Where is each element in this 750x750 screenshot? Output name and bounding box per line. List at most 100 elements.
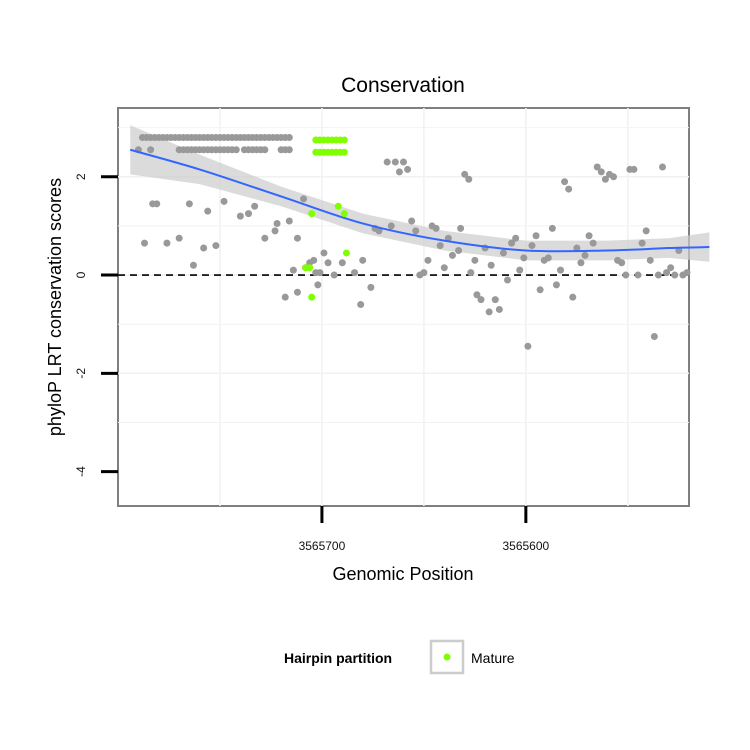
background-point [412, 227, 420, 235]
background-point [495, 305, 503, 313]
background-point [400, 158, 407, 166]
background-point [359, 256, 367, 264]
background-point [285, 217, 293, 225]
background-point [448, 251, 456, 259]
mature-point [340, 136, 348, 144]
background-point [141, 239, 149, 247]
background-point [404, 165, 412, 173]
x-axis: 3565700 3565600 [299, 506, 550, 553]
background-point [585, 232, 593, 240]
background-point [147, 146, 155, 154]
background-point [557, 266, 565, 274]
background-point [261, 146, 269, 154]
background-point [316, 269, 324, 277]
background-point [444, 234, 452, 242]
background-point [593, 163, 601, 171]
background-point [232, 146, 240, 154]
chart-title: Conservation [341, 74, 465, 97]
background-point [536, 286, 544, 294]
background-point [610, 173, 618, 181]
background-point [281, 293, 289, 301]
background-point [465, 175, 473, 183]
smooth-trend-line [129, 148, 710, 253]
background-point [654, 271, 662, 279]
background-point [367, 283, 375, 291]
background-point [175, 234, 183, 242]
background-point [597, 168, 605, 176]
background-point [314, 281, 322, 289]
background-point [589, 239, 597, 247]
mature-point [308, 210, 316, 218]
legend-key-mature-point [443, 653, 451, 661]
background-point [499, 249, 507, 257]
background-point [573, 244, 581, 252]
background-point [487, 261, 495, 269]
background-point [424, 256, 432, 264]
background-point [671, 271, 679, 279]
background-point [485, 308, 493, 316]
background-point [471, 256, 479, 264]
background-point [569, 293, 577, 301]
background-point [455, 246, 463, 254]
background-point [650, 332, 658, 340]
background-point [245, 210, 253, 218]
background-point [261, 234, 269, 242]
background-point [351, 269, 359, 277]
legend-label-mature: Mature [471, 650, 515, 666]
background-point [300, 195, 308, 203]
background-point [383, 158, 391, 166]
background-point [581, 251, 589, 259]
legend: Hairpin partition Mature [284, 639, 515, 675]
background-point [273, 219, 281, 227]
background-point [601, 175, 609, 183]
mature-point [340, 210, 348, 218]
background-point [432, 224, 440, 232]
background-point [473, 291, 481, 299]
background-point [667, 264, 675, 272]
background-point [320, 249, 328, 257]
background-point [630, 165, 638, 173]
background-point [189, 261, 197, 269]
background-point [285, 146, 293, 154]
background-point [520, 254, 528, 262]
mature-point [340, 148, 348, 156]
background-point [220, 197, 228, 205]
background-point [561, 178, 569, 186]
background-point [634, 271, 642, 279]
background-point [395, 168, 403, 176]
background-point [683, 269, 691, 277]
background-point [420, 269, 428, 277]
mature-point [342, 249, 350, 257]
background-point [212, 242, 220, 250]
y-tick-label: -2 [74, 368, 88, 379]
background-point [163, 239, 171, 247]
background-point [508, 239, 516, 247]
background-point [324, 259, 332, 267]
background-point [528, 242, 536, 250]
mature-point [308, 293, 316, 301]
background-point [642, 227, 650, 235]
mature-points [302, 136, 350, 301]
y-axis: -4 -2 0 2 [74, 173, 118, 477]
y-tick-label: 2 [74, 173, 88, 180]
y-tick-label: -4 [74, 466, 88, 477]
y-tick-label: 0 [74, 271, 88, 278]
x-axis-title: Genomic Position [332, 564, 473, 584]
background-point [436, 242, 444, 250]
background-point [338, 259, 346, 267]
background-point [532, 232, 540, 240]
background-point [293, 234, 301, 242]
background-point [251, 202, 259, 210]
background-point [565, 185, 573, 193]
background-point [548, 224, 556, 232]
background-point [200, 244, 208, 252]
background-point [185, 200, 193, 208]
background-point [544, 254, 552, 262]
background-point [289, 266, 297, 274]
background-point [440, 264, 448, 272]
x-tick-label: 3565700 [299, 539, 346, 553]
background-point [663, 269, 671, 277]
background-point [524, 342, 532, 350]
background-point [477, 296, 485, 304]
background-point [491, 296, 499, 304]
